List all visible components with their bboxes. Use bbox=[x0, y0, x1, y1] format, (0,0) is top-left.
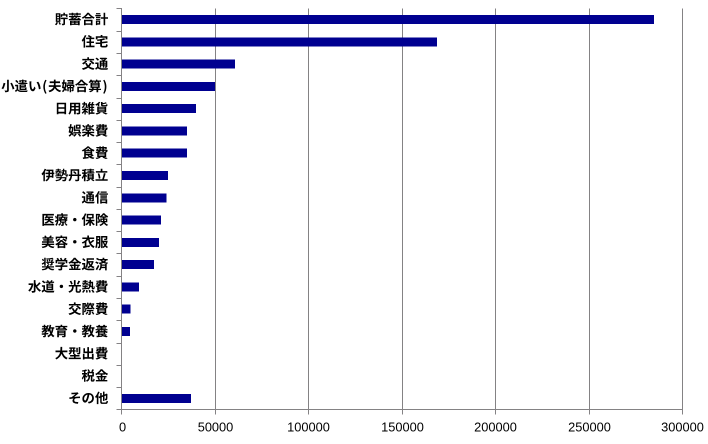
svg-text:250000: 250000 bbox=[568, 420, 611, 435]
svg-text:100000: 100000 bbox=[287, 420, 330, 435]
svg-text:200000: 200000 bbox=[474, 420, 517, 435]
svg-text:150000: 150000 bbox=[381, 420, 424, 435]
svg-text:50000: 50000 bbox=[198, 420, 234, 435]
svg-text:0: 0 bbox=[119, 420, 126, 435]
svg-text:300000: 300000 bbox=[661, 420, 704, 435]
